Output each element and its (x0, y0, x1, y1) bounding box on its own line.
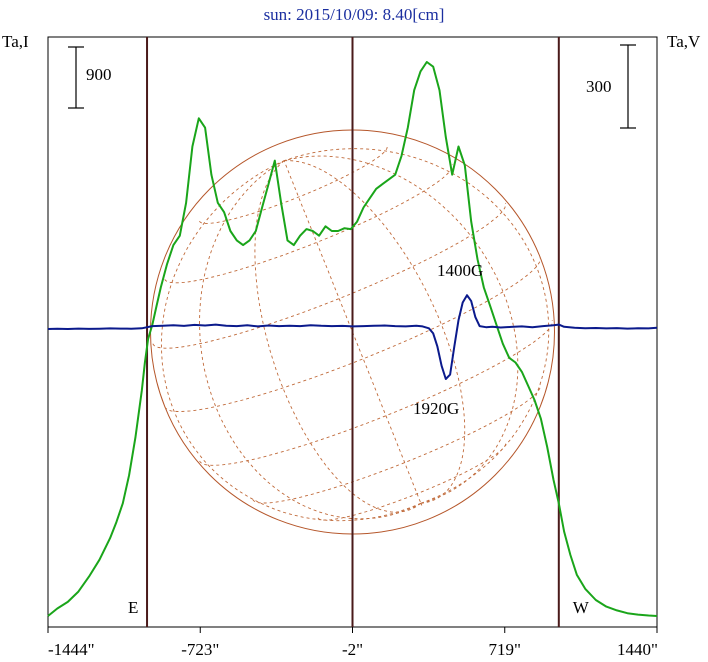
limb-label: E (128, 598, 138, 617)
annotation-label: 1920G (413, 399, 459, 418)
latitude-line (317, 442, 507, 521)
longitude-line (283, 155, 519, 504)
left-scale-bar-label: 900 (86, 65, 112, 84)
limb-label: W (573, 598, 590, 617)
x-tick-label: -723" (181, 640, 219, 659)
latitude-line (199, 320, 553, 466)
left-axis-label: Ta,I (2, 32, 29, 51)
x-tick-label: -1444" (48, 640, 95, 659)
annotation-label: 1400G (437, 261, 483, 280)
longitude-line (160, 160, 422, 522)
longitude-line (199, 160, 422, 520)
series-line-polarization (47, 294, 658, 380)
left-scale-bar (68, 46, 84, 109)
x-tick-label: 1440" (617, 640, 658, 659)
latitude-line (152, 202, 507, 349)
right-scale-bar (620, 44, 636, 129)
longitude-line (283, 160, 423, 506)
chart-title: sun: 2015/10/09: 8.40[cm] (264, 5, 445, 24)
x-axis-ticks: -1444" -723" -2" 719" 1440" (47, 627, 658, 659)
x-tick-label: -2" (342, 640, 363, 659)
longitude-line (284, 160, 466, 504)
longitude-line (254, 160, 422, 513)
x-tick-label: 719" (489, 640, 521, 659)
annotations: 1400G 1920G (413, 261, 483, 418)
latitude-line (164, 257, 541, 412)
latitude-line (252, 384, 541, 504)
series-line-intensity (47, 61, 658, 617)
right-scale-bar-label: 300 (586, 77, 612, 96)
vertical-reference-lines (146, 37, 560, 627)
series-group (47, 61, 658, 617)
right-axis-label: Ta,V (667, 32, 701, 51)
latitude-line (164, 164, 453, 284)
latitude-line (199, 146, 388, 224)
longitude-line (283, 148, 550, 504)
